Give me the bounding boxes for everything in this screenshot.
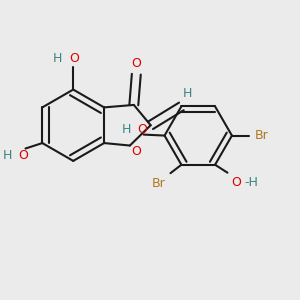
- Text: O: O: [131, 57, 141, 70]
- Text: Br: Br: [152, 177, 166, 190]
- Text: H: H: [53, 52, 62, 65]
- Text: O: O: [137, 123, 147, 136]
- Text: H: H: [3, 149, 12, 162]
- Text: H: H: [122, 123, 132, 136]
- Text: O: O: [19, 149, 28, 162]
- Text: O: O: [69, 52, 79, 65]
- Text: O: O: [131, 145, 141, 158]
- Text: O: O: [231, 176, 241, 189]
- Text: Br: Br: [255, 129, 268, 142]
- Text: -H: -H: [245, 176, 259, 189]
- Text: H: H: [183, 86, 192, 100]
